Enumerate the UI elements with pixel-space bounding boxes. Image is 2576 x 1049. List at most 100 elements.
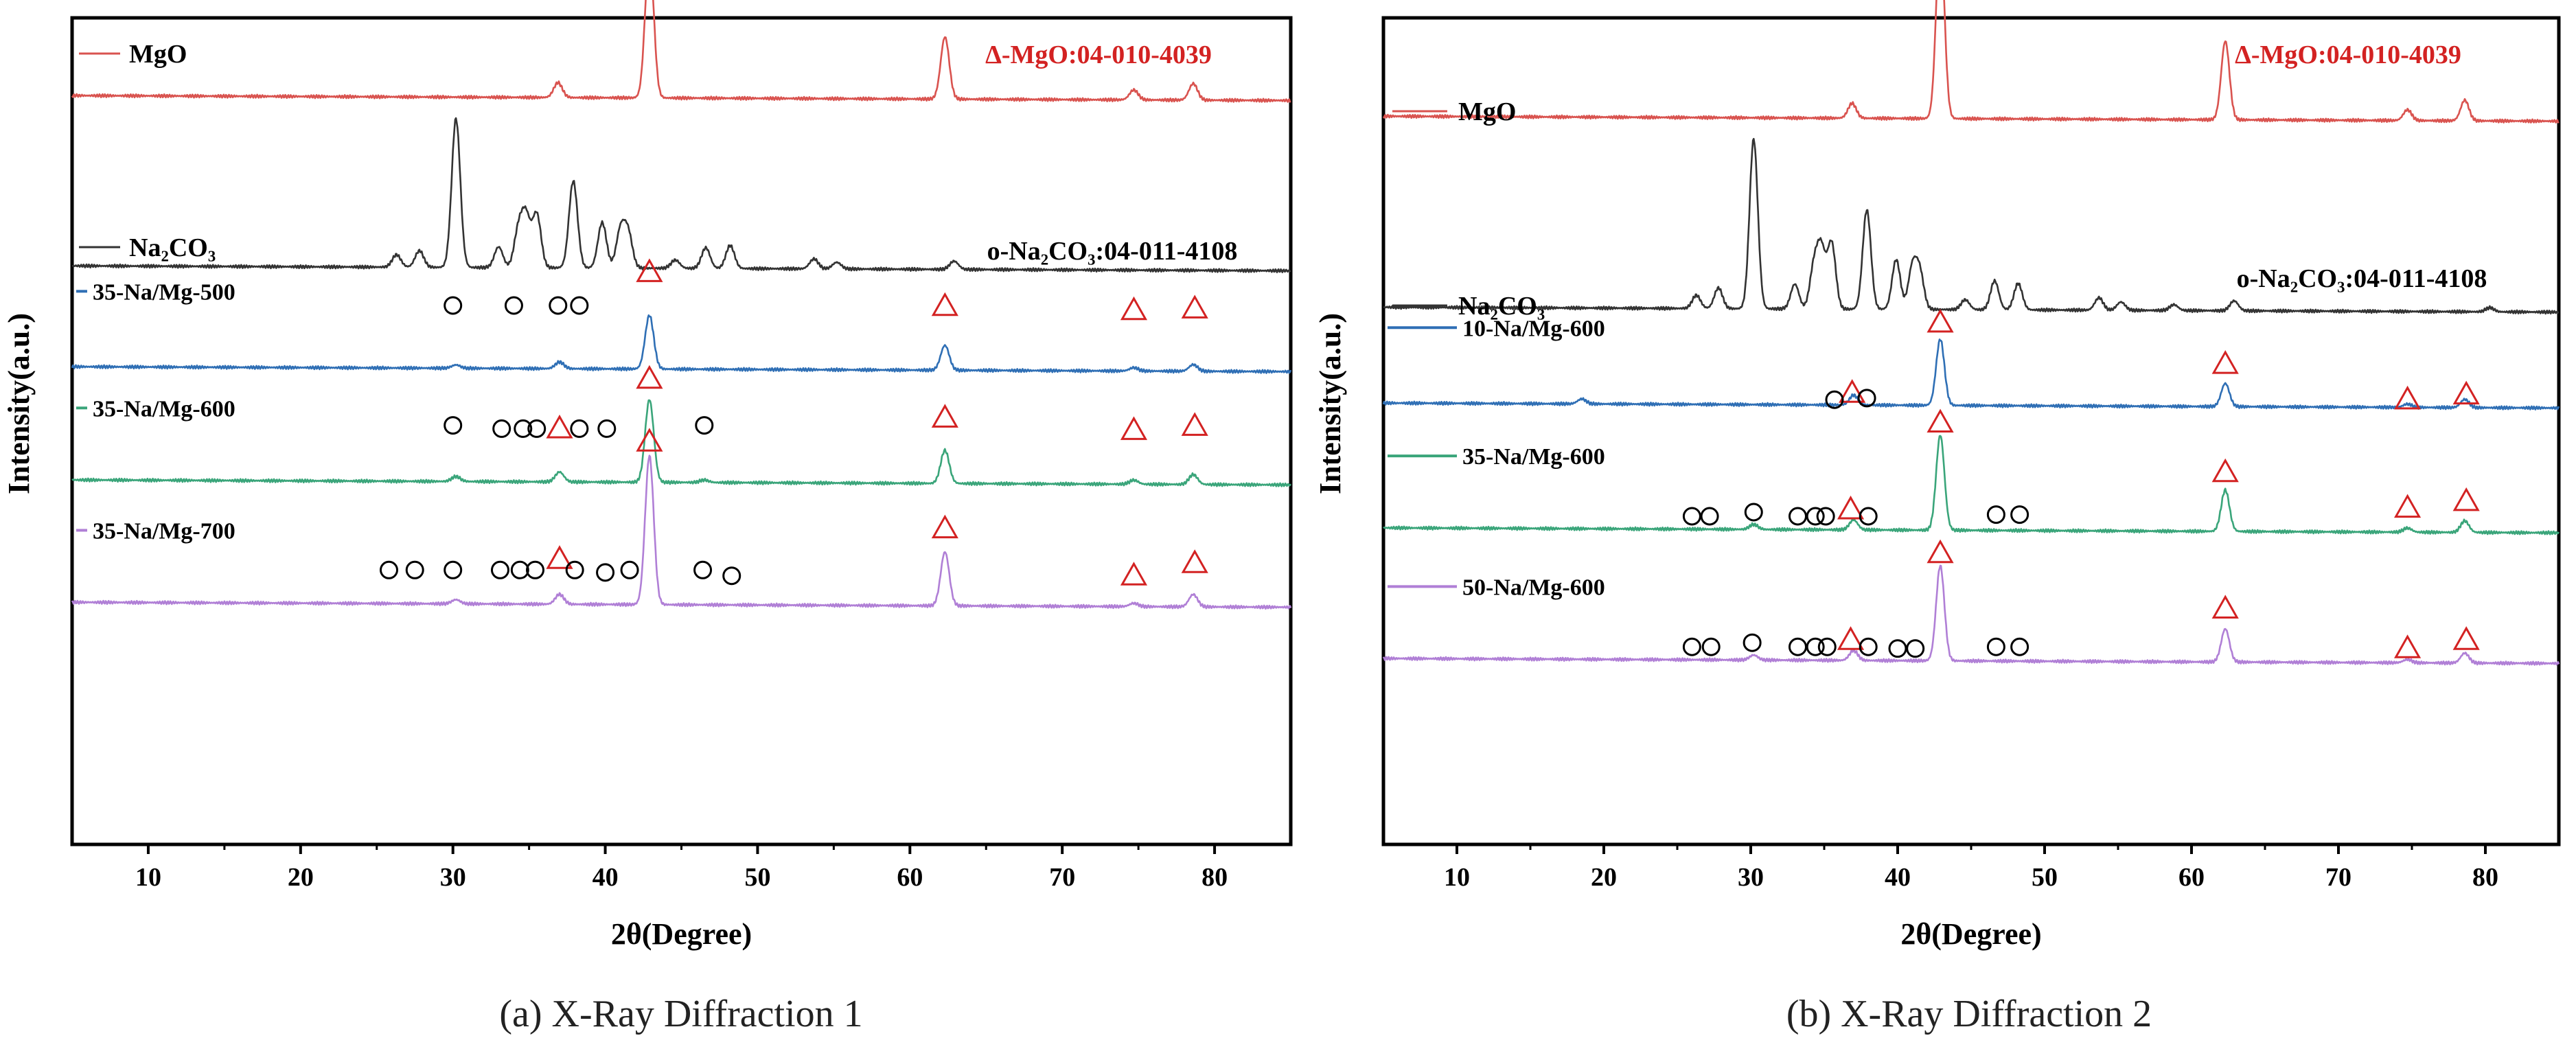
mgo-peak-marker	[2211, 458, 2239, 483]
xrd-trace-line	[1382, 0, 2560, 124]
na2co3-peak-marker	[1986, 505, 2005, 524]
na2co3-peak-marker	[1906, 639, 1925, 658]
mgo-peak-marker	[1181, 295, 1208, 319]
series-2: 10-Na/Mg-600	[1382, 308, 2560, 411]
plot-frame	[70, 16, 1293, 846]
reference-na2co3: o-Na₂CO₃:04-011-4108	[987, 237, 1238, 266]
mgo-peak-marker	[636, 428, 663, 452]
mgo-peak-marker	[2394, 634, 2422, 658]
na2co3-peak-marker	[1888, 639, 1907, 658]
mgo-peak-marker	[1181, 412, 1208, 436]
x-tick-label: 40	[1885, 863, 1911, 892]
x-tick-label: 60	[897, 863, 923, 892]
sample-label: 35-Na/Mg-600	[1462, 444, 1605, 470]
xrd-trace-line	[1382, 338, 2560, 411]
na2co3-peak-marker	[526, 560, 544, 579]
na2co3-peak-marker	[504, 296, 523, 315]
sample-label: 35-Na/Mg-600	[93, 396, 235, 422]
na2co3-peak-marker	[695, 416, 714, 435]
mgo-peak-marker	[2452, 380, 2480, 405]
na2co3-peak-marker	[1806, 637, 1825, 656]
na2co3-peak-marker	[490, 560, 509, 579]
legend-label: MgO	[1458, 97, 1516, 126]
mgo-peak-marker	[931, 514, 958, 539]
panel-caption: (a) X-Ray Diffraction 1	[499, 993, 862, 1035]
na2co3-peak-marker	[2010, 505, 2029, 524]
x-tick-label: 10	[135, 863, 161, 892]
x-tick-label: 40	[593, 863, 619, 892]
na2co3-peak-marker	[1744, 503, 1763, 522]
na2co3-peak-marker	[570, 419, 589, 438]
xrd-trace-line	[1382, 564, 2560, 666]
x-tick-label: 50	[744, 863, 770, 892]
mgo-peak-marker	[931, 404, 958, 428]
xrd-trace-line	[71, 117, 1291, 273]
na2co3-peak-marker	[1986, 637, 2005, 656]
x-tick-label: 20	[288, 863, 314, 892]
na2co3-peak-marker	[596, 563, 615, 582]
na2co3-peak-marker	[1682, 637, 1701, 656]
series-3: 35-Na/Mg-600	[71, 365, 1291, 487]
mgo-peak-marker	[1927, 308, 1954, 333]
plot-frame	[1381, 16, 2561, 846]
na2co3-peak-marker	[693, 560, 713, 579]
legend-label: Na₂CO₃	[1458, 292, 1545, 321]
xrd-trace-line	[71, 454, 1292, 610]
x-tick-label: 80	[2472, 863, 2498, 892]
na2co3-peak-marker	[620, 560, 639, 579]
mgo-peak-marker	[1837, 626, 1865, 650]
series-0: MgO	[71, 0, 1291, 103]
mgo-peak-marker	[1839, 379, 1866, 403]
na2co3-peak-marker	[1788, 637, 1807, 656]
na2co3-peak-marker	[444, 560, 463, 579]
na2co3-peak-marker	[1743, 633, 1762, 652]
mgo-peak-marker	[1120, 416, 1148, 440]
mgo-peak-marker	[1837, 495, 1865, 520]
na2co3-peak-marker	[405, 560, 424, 579]
mgo-peak-marker	[1927, 539, 1954, 564]
mgo-peak-marker	[1120, 296, 1148, 321]
na2co3-peak-marker	[444, 296, 463, 315]
mgo-peak-marker	[546, 414, 573, 439]
na2co3-peak-marker	[549, 296, 568, 315]
na2co3-peak-marker	[514, 419, 533, 438]
series-3: 35-Na/Mg-600	[1383, 408, 2560, 535]
sample-label: 35-Na/Mg-700	[93, 518, 235, 544]
na2co3-peak-marker	[380, 560, 398, 579]
mgo-peak-marker	[636, 365, 663, 389]
xrd-trace-line	[1383, 137, 2560, 315]
na2co3-peak-marker	[1825, 390, 1844, 409]
panel-caption: (b) X-Ray Diffraction 2	[1786, 993, 2152, 1035]
x-tick-label: 70	[1049, 863, 1075, 892]
x-tick-label: 30	[440, 863, 466, 892]
xrd-trace-line	[71, 314, 1292, 374]
na2co3-peak-marker	[1859, 507, 1878, 526]
legend-label: Na₂CO₃	[129, 233, 216, 262]
na2co3-peak-marker	[570, 296, 589, 315]
na2co3-peak-marker	[1857, 389, 1876, 408]
sample-label: 50-Na/Mg-600	[1462, 575, 1605, 600]
mgo-peak-marker	[546, 545, 573, 569]
legend-label: MgO	[129, 40, 187, 69]
sample-label: 10-Na/Mg-600	[1462, 316, 1605, 341]
na2co3-peak-marker	[510, 560, 529, 579]
y-axis-title: Intensity(a.u.)	[2, 313, 36, 494]
na2co3-peak-marker	[1816, 507, 1835, 526]
x-tick-label: 70	[2325, 863, 2351, 892]
series-1: Na₂CO₃	[1383, 137, 2560, 321]
mgo-peak-marker	[2211, 595, 2239, 619]
mgo-peak-marker	[2394, 385, 2422, 410]
mgo-peak-marker	[2452, 487, 2480, 511]
mgo-peak-marker	[636, 258, 663, 282]
x-tick-label: 80	[1201, 863, 1228, 892]
na2co3-peak-marker	[1859, 637, 1878, 656]
mgo-peak-marker	[2394, 494, 2422, 518]
series-1: Na₂CO₃	[71, 117, 1291, 273]
x-tick-label: 30	[1738, 863, 1764, 892]
na2co3-peak-marker	[492, 419, 511, 438]
sample-label: 35-Na/Mg-500	[93, 279, 235, 305]
na2co3-peak-marker	[527, 419, 547, 438]
panel-a-chart: 10 20 30 40 50 60 70 80 2θ(Degree) Intensity(a.u.…	[2, 0, 1293, 1035]
series-0: MgO	[1382, 0, 2560, 126]
xrd-trace-line	[71, 0, 1291, 103]
